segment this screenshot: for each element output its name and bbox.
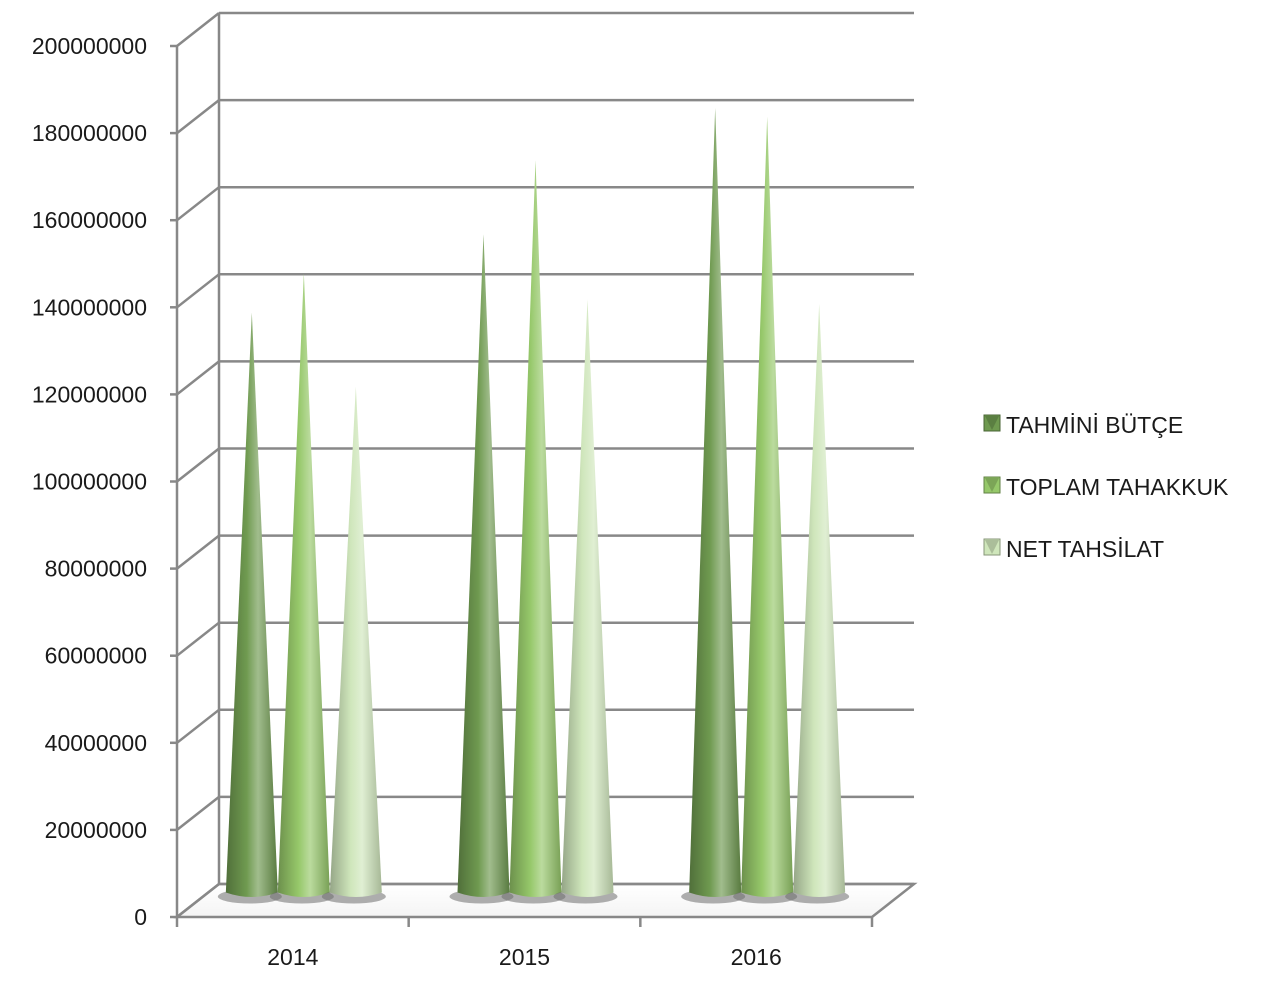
- y-tick-label: 20000000: [45, 817, 147, 843]
- y-tick-label: 0: [134, 904, 147, 930]
- cone-bar: [329, 386, 382, 897]
- legend-swatch: [983, 476, 1001, 494]
- side-gridline: [176, 99, 220, 135]
- cone-bar: [561, 299, 614, 897]
- y-tick-label: 120000000: [32, 381, 147, 407]
- side-gridline: [176, 708, 220, 744]
- y-tick-label: 140000000: [32, 294, 147, 320]
- y-tick-label: 160000000: [32, 207, 147, 233]
- y-axis-ticks: 0 20000000 40000000 60000000 80000000 1000000…: [32, 33, 147, 930]
- cone-bar: [689, 107, 742, 897]
- y-tick-label: 80000000: [45, 556, 147, 582]
- cone-bar: [225, 312, 278, 897]
- side-gridline: [176, 186, 220, 222]
- legend-label: TAHMİNİ BÜTÇE: [1006, 412, 1183, 438]
- cone-bar: [793, 303, 846, 897]
- legend-swatch: [983, 538, 1001, 556]
- y-tick-label: 60000000: [45, 643, 147, 669]
- x-tick-label: 2015: [499, 944, 550, 970]
- legend-swatch: [983, 414, 1001, 432]
- y-tick-label: 180000000: [32, 120, 147, 146]
- data-cones: [217, 107, 850, 904]
- x-tick-label: 2016: [731, 944, 782, 970]
- legend: TAHMİNİ BÜTÇE TOPLAM TAHAKKUK NET TAHSİLAT: [983, 412, 1229, 562]
- side-gridline: [176, 795, 220, 831]
- y-tick-label: 200000000: [32, 33, 147, 59]
- side-gridline: [176, 447, 220, 483]
- legend-label: NET TAHSİLAT: [1006, 536, 1164, 562]
- cone-bar: [741, 116, 794, 898]
- x-axis-ticks: 2014 2015 2016: [267, 944, 782, 970]
- side-gridline: [176, 273, 220, 309]
- cone-bar: [457, 234, 510, 897]
- side-gridline: [176, 883, 220, 918]
- side-gridline: [176, 12, 220, 47]
- y-tick-label: 100000000: [32, 469, 147, 495]
- side-gridline: [176, 360, 220, 396]
- x-tick-label: 2014: [267, 944, 318, 970]
- side-gridline: [176, 534, 220, 570]
- y-tick-label: 40000000: [45, 730, 147, 756]
- cone-bar: [509, 160, 562, 897]
- cone-bar: [277, 273, 330, 897]
- side-gridline: [176, 621, 220, 657]
- legend-label: TOPLAM TAHAKKUK: [1006, 474, 1229, 500]
